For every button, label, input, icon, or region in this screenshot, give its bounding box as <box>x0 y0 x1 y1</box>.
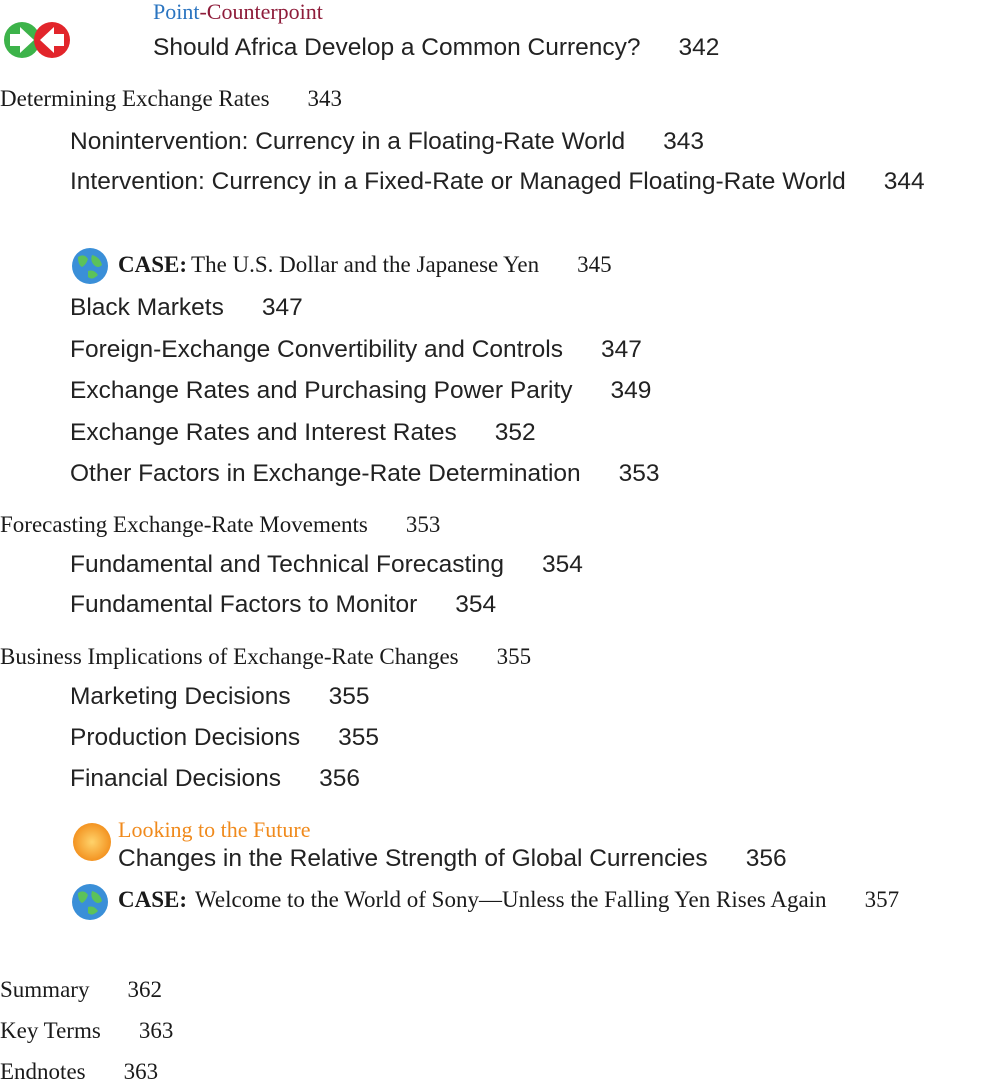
entry-title: Exchange Rates and Purchasing Power Pari… <box>70 377 573 404</box>
section-title: Forecasting Exchange-Rate Movements <box>0 512 368 537</box>
entry-page: 342 <box>678 34 720 61</box>
entry-page: 363 <box>123 1059 159 1084</box>
entry-title: Black Markets <box>70 294 224 321</box>
entry-title: Foreign-Exchange Convertibility and Cont… <box>70 336 563 363</box>
entry-title: The U.S. Dollar and the Japanese Yen <box>191 252 540 277</box>
toc-entry: Black Markets 347 <box>70 290 303 326</box>
entry-page: 356 <box>319 765 360 792</box>
entry-title: Should Africa Develop a Common Currency? <box>153 34 641 61</box>
point-label: Point <box>153 0 200 24</box>
toc-entry: Foreign-Exchange Convertibility and Cont… <box>70 332 642 368</box>
section-title: Business Implications of Exchange-Rate C… <box>0 644 459 669</box>
entry-page: 353 <box>618 460 660 487</box>
entry-title: Welcome to the World of Sony—Unless the … <box>195 887 827 912</box>
entry-title: Marketing Decisions <box>70 683 291 710</box>
toc-entry: Exchange Rates and Interest Rates 352 <box>70 415 536 451</box>
case-label: CASE: <box>118 887 188 912</box>
entry-title: Summary <box>0 977 90 1002</box>
toc-entry: Exchange Rates and Purchasing Power Pari… <box>70 373 651 409</box>
globe-icon <box>72 884 108 920</box>
entry-page: 355 <box>338 724 380 751</box>
feature-label: Point-Counterpoint <box>153 0 323 30</box>
section-page: 353 <box>405 512 441 537</box>
toc-entry: Key Terms 363 <box>0 1013 173 1049</box>
toc-entry: Changes in the Relative Strength of Glob… <box>118 841 787 877</box>
entry-page: 347 <box>600 336 642 363</box>
globe-icon <box>72 248 108 284</box>
entry-page: 343 <box>663 128 705 155</box>
entry-page: 355 <box>328 683 370 710</box>
toc-entry: Endnotes 363 <box>0 1054 158 1090</box>
entry-title: Fundamental Factors to Monitor <box>70 591 418 618</box>
entry-page: 347 <box>261 294 303 321</box>
entry-page: 357 <box>864 887 900 912</box>
entry-page: 345 <box>577 252 612 277</box>
toc-entry: Intervention: Currency in a Fixed-Rate o… <box>70 164 950 200</box>
toc-entry: Other Factors in Exchange-Rate Determina… <box>70 456 660 492</box>
entry-title: Nonintervention: Currency in a Floating-… <box>70 128 626 155</box>
entry-title: Production Decisions <box>70 724 301 751</box>
toc-entry: Financial Decisions 356 <box>70 761 360 797</box>
entry-page: 354 <box>542 551 583 578</box>
entry-title: Other Factors in Exchange-Rate Determina… <box>70 460 581 487</box>
section-heading: Business Implications of Exchange-Rate C… <box>0 639 531 675</box>
section-heading: Forecasting Exchange-Rate Movements 353 <box>0 507 440 543</box>
entry-page: 362 <box>127 977 162 1002</box>
entry-title: Exchange Rates and Interest Rates <box>70 419 457 446</box>
toc-entry: Summary 362 <box>0 972 162 1008</box>
entry-title: Fundamental and Technical Forecasting <box>70 551 505 578</box>
entry-title: Financial Decisions <box>70 765 282 792</box>
case-label: CASE: <box>118 252 188 277</box>
toc-entry: Production Decisions 355 <box>70 720 379 756</box>
future-icon <box>73 823 111 861</box>
section-title: Determining Exchange Rates <box>0 86 270 111</box>
section-heading: Determining Exchange Rates 343 <box>0 81 342 117</box>
entry-title: Changes in the Relative Strength of Glob… <box>118 845 708 872</box>
section-page: 343 <box>307 86 343 111</box>
entry-page: 349 <box>610 377 652 404</box>
entry-page: 352 <box>494 419 536 446</box>
point-counterpoint-icon <box>4 22 70 58</box>
toc-entry: Fundamental Factors to Monitor 354 <box>70 587 496 623</box>
feature-label: Looking to the Future <box>118 817 311 842</box>
case-entry: CASE: The U.S. Dollar and the Japanese Y… <box>118 247 612 286</box>
entry-title: Key Terms <box>0 1018 101 1043</box>
case-text: Welcome to the World of Sony—Unless the … <box>195 879 955 924</box>
toc-entry: Should Africa Develop a Common Currency?… <box>153 30 719 66</box>
entry-page: 356 <box>745 845 787 872</box>
toc-entry: Fundamental and Technical Forecasting 354 <box>70 547 583 583</box>
section-page: 355 <box>496 644 532 669</box>
entry-title: Endnotes <box>0 1059 86 1084</box>
entry-page: 363 <box>138 1018 174 1043</box>
toc-entry: Marketing Decisions 355 <box>70 679 369 715</box>
entry-page: 354 <box>455 591 497 618</box>
entry-page: 344 <box>883 168 925 195</box>
toc-entry: Nonintervention: Currency in a Floating-… <box>70 124 704 160</box>
counterpoint-label: -Counterpoint <box>199 0 323 24</box>
case-entry: CASE: Welcome to the World of Sony—Unles… <box>118 882 955 924</box>
entry-title: Intervention: Currency in a Fixed-Rate o… <box>70 168 846 195</box>
